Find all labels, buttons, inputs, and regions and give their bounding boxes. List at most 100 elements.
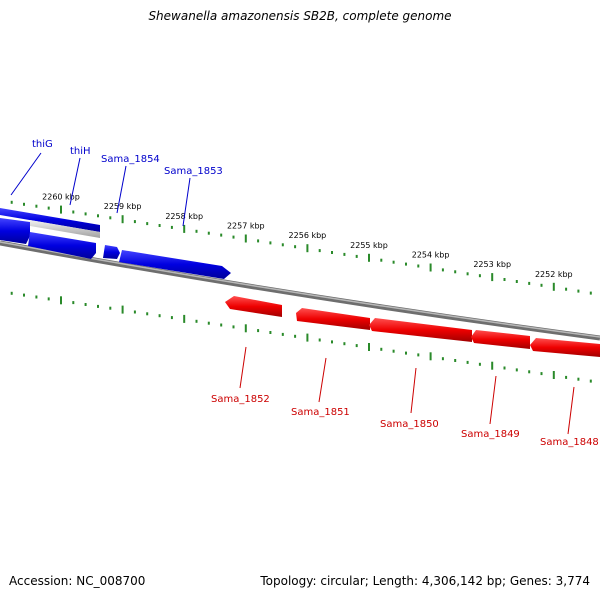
scale-minor-tick [478,274,481,278]
scale-minor-tick [109,216,112,220]
scale-minor-tick [23,293,25,297]
scale-minor-tick [318,249,321,253]
scale-minor-tick [294,334,297,338]
scale-minor-tick [281,243,284,247]
gene-thiG[interactable] [0,208,100,232]
scale-minor-tick [343,252,346,256]
scale-minor-tick [257,329,260,333]
scale-minor-tick [207,231,210,235]
scale-minor-tick [343,342,346,346]
scale-minor-tick [72,301,75,305]
scale-minor-tick [97,304,99,308]
scale-major-tick [244,234,247,243]
scale-major-tick [60,296,62,305]
forward-gene-labels: thiG thiH Sama_1854 Sama_1853 [10,139,223,227]
scale-minor-tick [294,245,297,249]
scale-label: 2252 kbp [535,270,573,279]
gene-label-thiG[interactable]: thiG [32,139,53,150]
scale-minor-tick [540,372,543,376]
scale-label: 2255 kbp [350,241,388,250]
scale-minor-tick [146,312,149,316]
map-title: Shewanella amazonensis SB2B, complete ge… [148,9,452,23]
gene-label-thiH[interactable]: thiH [70,146,91,157]
scale-major-tick [121,305,124,314]
gene-thiG-lower[interactable] [0,218,30,244]
scale-minor-tick [405,351,407,355]
gene-label-Sama-1848[interactable]: Sama_1848 [540,437,599,448]
gene-Sama-1850[interactable] [369,318,472,342]
gene-label-Sama-1851[interactable]: Sama_1851 [291,407,350,418]
scale-minor-tick [466,272,469,276]
scale-minor-tick [10,291,13,295]
scale-minor-tick [515,280,518,283]
gene-thiH-overlay [30,220,100,238]
scale-minor-tick [355,344,358,348]
gene-Sama-1852[interactable] [225,296,282,317]
scale-minor-tick [454,359,457,362]
gene-Sama-1849[interactable] [471,330,530,349]
scale-minor-tick [195,229,198,233]
scale-minor-tick [454,270,457,274]
scale-minor-tick [528,281,531,285]
gene-Sama-1854[interactable] [103,245,120,259]
gene-label-Sama-1849[interactable]: Sama_1849 [461,429,520,440]
scale-minor-tick [84,212,87,216]
genome-backbone [0,240,600,341]
scale-minor-tick [503,366,506,370]
scale-minor-tick [577,289,580,293]
scale-minor-tick [35,295,38,299]
scale-minor-tick [170,316,173,320]
gene-thiH[interactable] [28,232,96,259]
gene-label-Sama-1854[interactable]: Sama_1854 [101,154,160,165]
label-leader-thiH [69,157,81,206]
accession-label: Accession: NC_008700 [9,574,146,588]
scale-minor-tick [84,303,87,306]
label-leader-Sama-1848 [567,386,575,435]
scale-minor-tick [47,206,50,210]
gene-Sama-1853[interactable] [119,250,231,279]
scale-minor-tick [565,287,568,291]
genome-summary: Topology: circular; Length: 4,306,142 bp… [260,574,590,588]
scale-minor-tick [380,347,383,351]
scale-minor-tick [589,379,592,383]
scale-minor-tick [466,360,469,364]
scale-minor-tick [441,268,444,272]
scale-minor-tick [565,375,568,379]
scale-minor-tick [133,310,136,314]
scale-minor-tick [47,297,50,301]
scale-minor-tick [158,224,161,227]
scale-major-tick [244,324,247,333]
scale-minor-tick [146,222,149,226]
scale-minor-tick [577,377,580,381]
gene-label-Sama-1853[interactable]: Sama_1853 [164,166,223,177]
scale-minor-tick [392,349,395,353]
scale-minor-tick [281,332,284,336]
scale-minor-tick [232,235,235,239]
label-leader-Sama-1851 [318,357,327,403]
scale-major-tick [368,343,370,351]
gene-Sama-1851[interactable] [296,308,370,330]
gene-Sama-1848[interactable] [530,338,600,357]
scale-major-tick [491,361,494,370]
scale-major-tick [429,263,432,272]
scale-major-tick [121,215,124,224]
scale-label: 2259 kbp [104,202,142,211]
gene-label-Sama-1852[interactable]: Sama_1852 [211,394,270,405]
scale-minor-tick [97,214,99,218]
gene-label-Sama-1850[interactable]: Sama_1850 [380,419,439,430]
scale-label: 2257 kbp [227,222,265,231]
scale-minor-tick [528,370,531,374]
scale-major-tick [552,371,555,379]
scale-minor-tick [170,225,173,229]
forward-strand-genes [0,208,231,279]
scale-ticks-outer [10,200,592,295]
scale-minor-tick [220,323,223,327]
scale-minor-tick [10,200,13,204]
reverse-gene-labels: Sama_1852 Sama_1851 Sama_1850 Sama_1849 … [211,346,599,448]
scale-label: 2260 kbp [42,193,80,202]
scale-minor-tick [133,220,136,224]
label-leader-Sama-1853 [182,177,191,227]
scale-major-tick [306,333,309,342]
scale-major-tick [183,224,186,233]
